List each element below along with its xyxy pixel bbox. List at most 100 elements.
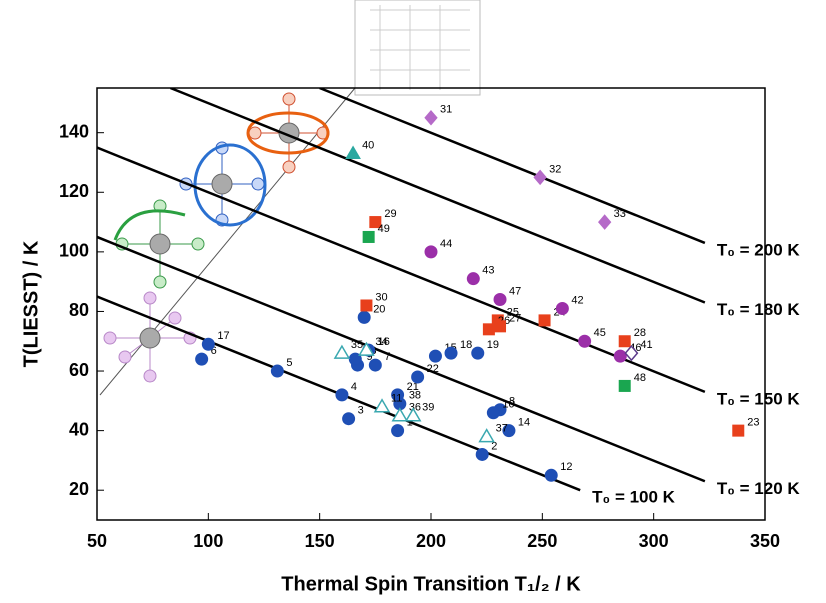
x-tick-label: 250 — [527, 531, 557, 551]
point-label: 45 — [594, 327, 606, 339]
point-label: 37 — [496, 422, 508, 434]
point — [544, 468, 558, 482]
x-axis-title: Thermal Spin Transition T₁/₂ / K — [281, 573, 581, 595]
point-label: 49 — [378, 223, 390, 235]
point — [478, 428, 495, 443]
reference-line — [170, 88, 706, 304]
point — [578, 334, 592, 348]
point-label: 38 — [409, 390, 421, 402]
point — [424, 110, 438, 126]
point — [486, 406, 500, 420]
point — [502, 424, 516, 438]
point — [342, 412, 356, 426]
reference-lines — [97, 88, 706, 492]
point-label: 21 — [407, 381, 419, 393]
point-label: 48 — [634, 372, 646, 384]
point — [618, 335, 631, 348]
point-label: 19 — [487, 339, 499, 351]
reference-line-label: T₀ = 150 K — [717, 389, 801, 408]
point — [201, 337, 215, 351]
point-label: 25 — [507, 306, 519, 318]
point-label: 32 — [549, 163, 561, 175]
point-label: 23 — [747, 417, 759, 429]
reference-line-label: T₀ = 180 K — [717, 300, 801, 319]
point-label: 8 — [509, 396, 515, 408]
y-tick-label: 40 — [69, 419, 89, 439]
point — [411, 370, 425, 384]
point-label: 20 — [373, 303, 385, 315]
reference-line-label: T₀ = 200 K — [717, 240, 801, 259]
point — [424, 245, 438, 259]
point — [270, 364, 284, 378]
point — [348, 352, 362, 366]
point-label: 9 — [367, 351, 373, 363]
point-label: 6 — [211, 345, 217, 357]
point-label: 7 — [384, 351, 390, 363]
point — [555, 301, 569, 315]
reference-line-label: T₀ = 120 K — [717, 479, 801, 498]
point — [358, 341, 375, 356]
point-label: 17 — [217, 330, 229, 342]
reference-line — [97, 235, 706, 483]
point-label: 11 — [391, 393, 402, 405]
point — [494, 320, 507, 333]
x-tick-label: 100 — [193, 531, 223, 551]
point — [345, 145, 361, 160]
point — [466, 272, 480, 286]
point-label: 30 — [375, 291, 387, 303]
point-label: 12 — [560, 461, 572, 473]
y-tick-label: 80 — [69, 300, 89, 320]
y-axis-title: T(LIESST) / K — [20, 240, 42, 367]
point-label: 10 — [502, 399, 514, 411]
point — [357, 310, 371, 324]
point — [335, 388, 349, 402]
point — [533, 169, 547, 186]
y-tick-label: 20 — [69, 479, 89, 499]
decoration — [99, 0, 481, 396]
point — [598, 214, 612, 230]
point-label: 5 — [286, 357, 292, 369]
point-label: 44 — [440, 238, 452, 250]
point — [373, 398, 391, 413]
point-label: 18 — [460, 339, 472, 351]
point-label: 27 — [509, 312, 521, 324]
point — [369, 216, 382, 229]
point — [391, 407, 409, 422]
point — [362, 230, 375, 243]
point — [360, 299, 373, 312]
point — [493, 293, 507, 307]
plot-frame — [96, 87, 766, 521]
point-label: 31 — [440, 104, 452, 116]
point-label: 16 — [378, 336, 390, 348]
point-label: 41 — [640, 339, 652, 351]
x-tick-label: 300 — [639, 531, 669, 551]
y-tick-label: 140 — [59, 121, 89, 141]
point-label: 43 — [482, 265, 494, 277]
point-label: 2 — [491, 440, 497, 452]
x-tick-label: 200 — [416, 531, 446, 551]
point — [404, 407, 422, 422]
y-tick-label: 60 — [69, 360, 89, 380]
point-label: 33 — [614, 208, 626, 220]
point-label: 22 — [427, 363, 439, 375]
point-label: 40 — [362, 139, 374, 151]
y-tick-label: 120 — [59, 181, 89, 201]
point-label: 28 — [634, 327, 646, 339]
point — [444, 346, 458, 360]
point — [391, 424, 405, 438]
point-label: 1 — [407, 417, 413, 429]
point — [475, 447, 489, 461]
point — [368, 358, 382, 372]
reference-line — [97, 146, 706, 394]
x-tick-label: 50 — [87, 531, 107, 551]
y-tick-label: 100 — [59, 241, 89, 261]
x-tick-label: 350 — [750, 531, 780, 551]
point-label: 29 — [384, 208, 396, 220]
point — [428, 349, 442, 363]
reference-line-label: T₀ = 100 K — [592, 488, 676, 507]
point-label: 42 — [571, 294, 583, 306]
point — [471, 346, 485, 360]
point — [333, 344, 351, 359]
point — [732, 424, 745, 437]
